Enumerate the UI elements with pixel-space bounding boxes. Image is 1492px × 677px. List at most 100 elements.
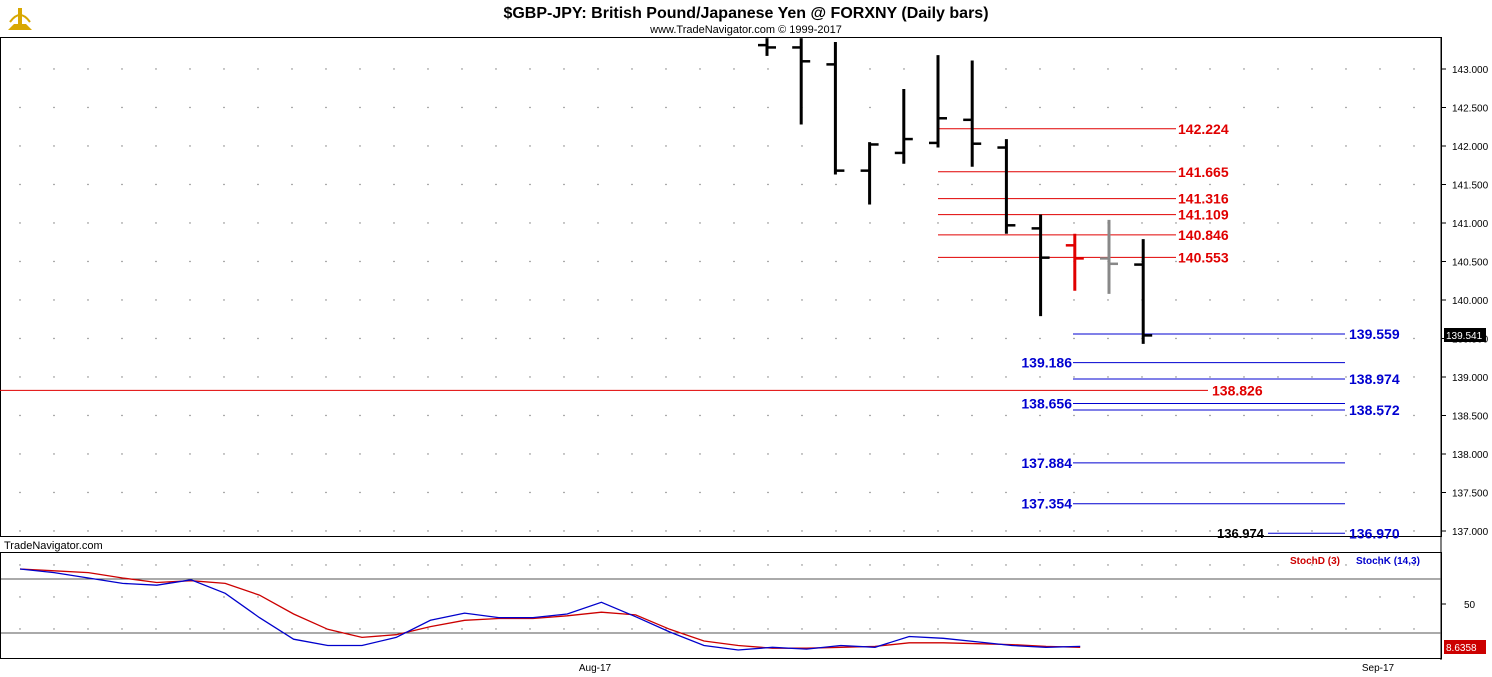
red-level-label: 140.553 [1178, 249, 1229, 265]
grid-dot [1413, 453, 1415, 455]
y-tick-label: 143.000 [1452, 65, 1489, 76]
grid-dot [1311, 337, 1313, 340]
grid-dot [461, 596, 463, 598]
grid-dot [155, 530, 157, 532]
grid-dot [1209, 453, 1211, 455]
grid-dot [1345, 106, 1347, 109]
y-tick-label: 142.500 [1452, 104, 1489, 115]
grid-dot [903, 183, 905, 186]
grid-dot [495, 222, 497, 224]
grid-dot [1039, 183, 1041, 186]
grid-dot [427, 596, 429, 598]
grid-dot [495, 414, 497, 417]
grid-dot [801, 299, 803, 301]
grid-dot [393, 628, 395, 630]
grid-dot [359, 414, 361, 417]
grid-dot [767, 414, 769, 417]
grid-dot [155, 628, 157, 630]
grid-dot [1209, 183, 1211, 186]
grid-dot [1175, 530, 1177, 532]
grid-dot [1209, 596, 1211, 598]
stoch-badge: 8.6358 [1446, 643, 1477, 654]
grid-dot [597, 530, 599, 532]
grid-dot [1413, 337, 1415, 340]
grid-dot [121, 414, 123, 417]
grid-dot [1175, 145, 1177, 147]
grid-dot [1277, 68, 1279, 70]
grid-dot [1175, 260, 1177, 263]
grid-dot [1073, 68, 1075, 70]
grid-dot [1311, 414, 1313, 417]
grid-dot [1243, 564, 1245, 566]
grid-dot [1243, 68, 1245, 70]
grid-dot [87, 183, 89, 186]
grid-dot [1005, 414, 1007, 417]
grid-dot [699, 222, 701, 224]
grid-dot [529, 145, 531, 147]
grid-dot [529, 183, 531, 186]
grid-dot [223, 628, 225, 630]
black-level-label: 136.974 [1217, 526, 1265, 541]
grid-dot [189, 491, 191, 494]
grid-dot [87, 260, 89, 263]
grid-dot [325, 530, 327, 532]
ohlc-bar [758, 38, 776, 56]
grid-dot [665, 299, 667, 301]
grid-dot [1243, 453, 1245, 455]
grid-dot [495, 106, 497, 109]
grid-dot [597, 337, 599, 340]
grid-dot [699, 564, 701, 566]
grid-dot [597, 106, 599, 109]
grid-dot [733, 530, 735, 532]
grid-dot [1311, 183, 1313, 186]
grid-dot [1005, 299, 1007, 301]
grid-dot [1243, 260, 1245, 263]
grid-dot [597, 145, 599, 147]
grid-dot [1209, 106, 1211, 109]
grid-dot [733, 596, 735, 598]
grid-dot [223, 530, 225, 532]
grid-dot [257, 106, 259, 109]
grid-dot [1175, 628, 1177, 630]
grid-dot [1005, 491, 1007, 494]
grid-dot [1379, 596, 1381, 598]
watermark: TradeNavigator.com [4, 540, 103, 552]
grid-dot [1209, 222, 1211, 224]
grid-dot [1073, 337, 1075, 340]
grid-dot [189, 68, 191, 70]
grid-dot [1141, 491, 1143, 494]
grid-dot [597, 376, 599, 378]
grid-dot [563, 145, 565, 147]
grid-dot [121, 491, 123, 494]
grid-dot [733, 491, 735, 494]
grid-dot [529, 376, 531, 378]
grid-dot [189, 453, 191, 455]
grid-dot [1209, 628, 1211, 630]
grid-dot [1175, 68, 1177, 70]
y-tick-label: 141.500 [1452, 181, 1489, 192]
grid-dot [971, 491, 973, 494]
grid-dot [291, 222, 293, 224]
grid-dot [257, 376, 259, 378]
red-level-label: 141.109 [1178, 207, 1229, 223]
grid-dot [767, 453, 769, 455]
price-badge: 139.541 [1446, 331, 1483, 342]
grid-dot [155, 183, 157, 186]
grid-dot [767, 260, 769, 263]
grid-dot [529, 106, 531, 109]
grid-dot [665, 106, 667, 109]
grid-dot [1345, 530, 1347, 532]
grid-dot [631, 68, 633, 70]
grid-dot [699, 183, 701, 186]
grid-dot [1311, 68, 1313, 70]
grid-dot [1005, 106, 1007, 109]
grid-dot [1379, 491, 1381, 494]
grid-dot [427, 376, 429, 378]
grid-dot [699, 530, 701, 532]
grid-dot [325, 299, 327, 301]
grid-dot [563, 628, 565, 630]
grid-dot [1277, 183, 1279, 186]
grid-dot [869, 453, 871, 455]
ohlc-bars [758, 38, 1153, 344]
grid-dot [121, 337, 123, 340]
